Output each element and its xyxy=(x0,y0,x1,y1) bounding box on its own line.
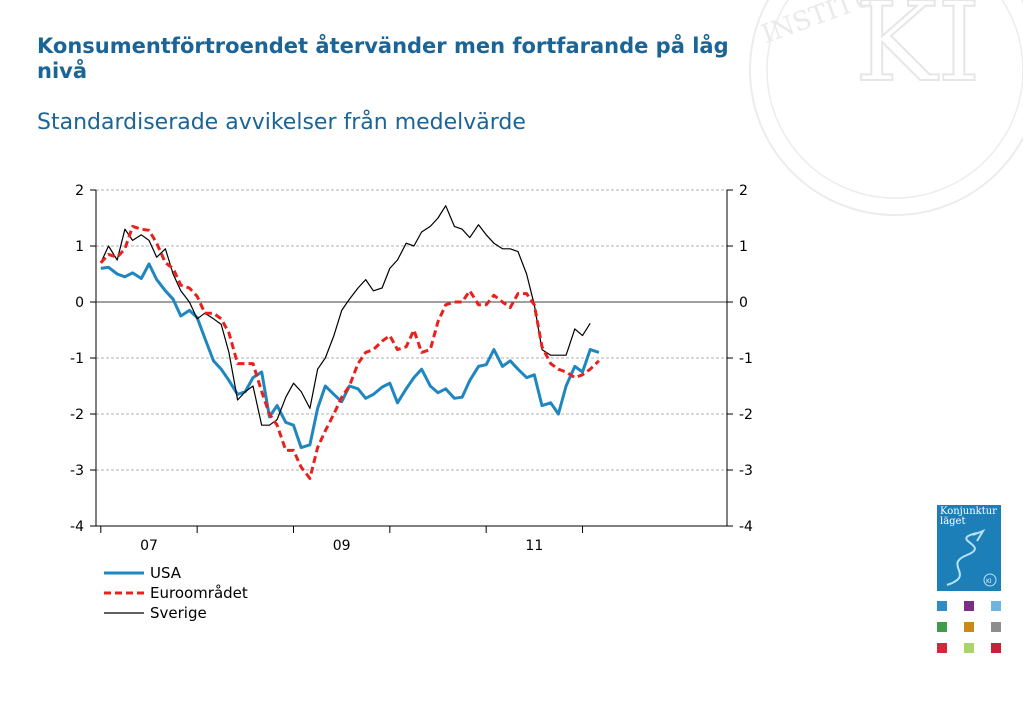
publication-square xyxy=(937,601,947,611)
publication-square xyxy=(964,643,974,653)
chart-series-lines xyxy=(99,205,600,480)
y-tick-label-right: 0 xyxy=(739,295,748,311)
konjunkturlaget-cover-thumbnail: Konjunktur läget KI xyxy=(937,505,1001,591)
series-line-euro xyxy=(99,224,600,480)
page-title: Konsumentförtroendet återvänder men fort… xyxy=(37,34,729,83)
y-tick-label-right: -1 xyxy=(739,351,753,367)
seal-monogram: KI xyxy=(855,0,981,106)
x-tick-label: 09 xyxy=(333,538,351,554)
y-tick-label-left: -3 xyxy=(70,463,84,479)
y-tick-label-right: -4 xyxy=(739,519,753,535)
cover-badge: KI xyxy=(986,578,992,585)
x-tick-label: 11 xyxy=(525,538,543,554)
y-tick-label-left: 0 xyxy=(75,295,84,311)
publication-square xyxy=(937,643,947,653)
cover-graphic: KI xyxy=(946,528,997,587)
chart-tick-labels: -4 -4-3 -3-2 -2-1 -10 01 12 207 09 11 xyxy=(70,183,753,554)
publication-square xyxy=(991,643,1001,653)
series-line-usa xyxy=(100,262,600,450)
chart-legend: USA Euroområdet Sverige xyxy=(104,563,248,623)
chart-axes xyxy=(90,189,733,533)
legend-item-euro: Euroområdet xyxy=(104,583,248,603)
publication-square xyxy=(991,601,1001,611)
publication-square xyxy=(964,601,974,611)
y-tick-label-left: -1 xyxy=(70,351,84,367)
legend-swatch-sverige xyxy=(104,612,144,614)
x-tick-label: 07 xyxy=(140,538,158,554)
legend-swatch-euro xyxy=(104,591,144,595)
y-tick-label-right: -3 xyxy=(739,463,753,479)
institute-seal-watermark: KI INSTITUTET xyxy=(749,0,1023,216)
legend-swatch-usa xyxy=(104,571,144,575)
y-tick-label-left: -4 xyxy=(70,519,84,535)
publication-square xyxy=(991,622,1001,632)
y-tick-label-left: -2 xyxy=(70,407,84,423)
page-subtitle: Standardiserade avvikelser från medelvär… xyxy=(37,110,526,135)
legend-item-usa: USA xyxy=(104,563,248,583)
y-tick-label-right: 1 xyxy=(739,239,748,255)
legend-label-sverige: Sverige xyxy=(150,604,207,622)
y-tick-label-right: -2 xyxy=(739,407,753,423)
series-line-sverige xyxy=(100,205,591,426)
legend-item-sverige: Sverige xyxy=(104,603,248,623)
legend-label-usa: USA xyxy=(150,564,182,582)
chart-gridlines xyxy=(96,189,727,471)
cover-title: Konjunktur läget xyxy=(940,506,997,527)
y-tick-label-right: 2 xyxy=(739,183,748,199)
publication-square xyxy=(937,622,947,632)
y-tick-label-left: 2 xyxy=(75,183,84,199)
y-tick-label-left: 1 xyxy=(75,239,84,255)
legend-label-euro: Euroområdet xyxy=(150,584,248,602)
publication-square xyxy=(964,622,974,632)
